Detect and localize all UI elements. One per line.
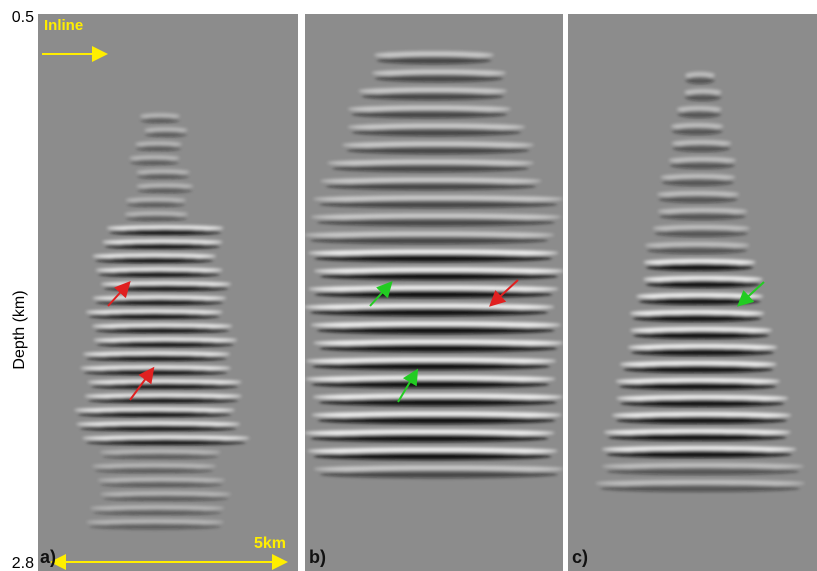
reflector	[88, 396, 238, 404]
reflector	[670, 161, 735, 169]
reflector	[80, 424, 237, 432]
reflector	[623, 365, 773, 373]
reflector	[89, 312, 220, 320]
reflector	[102, 452, 218, 460]
reflector	[633, 314, 762, 322]
reflector	[639, 297, 761, 305]
arrow	[489, 279, 519, 307]
reflector	[600, 484, 800, 492]
panel-label: a)	[40, 547, 56, 567]
reflector	[317, 218, 555, 226]
reflector	[662, 178, 734, 186]
reflector	[352, 128, 521, 136]
reflector	[141, 116, 179, 124]
reflector	[362, 92, 504, 100]
arrow	[397, 368, 419, 403]
reflector	[89, 522, 221, 530]
reflector	[84, 368, 228, 376]
scale-label: 5km	[254, 535, 286, 552]
reflector	[86, 354, 227, 362]
reflector	[647, 246, 747, 254]
reflector	[103, 494, 228, 502]
arrow	[129, 366, 155, 401]
reflector	[319, 344, 558, 352]
depth-bottom: 2.8	[12, 555, 34, 571]
reflector	[137, 172, 189, 180]
arrow	[369, 281, 393, 307]
reflector	[351, 110, 507, 118]
reflector	[646, 263, 753, 271]
panel-label: c)	[572, 547, 588, 567]
reflector	[311, 380, 550, 388]
reflector	[317, 416, 556, 424]
panel-a	[38, 14, 298, 571]
reflector	[313, 452, 552, 460]
reflector	[78, 410, 231, 418]
reflector	[145, 130, 187, 138]
inline-label: Inline	[44, 17, 83, 34]
reflector	[319, 398, 557, 406]
arrow	[107, 281, 131, 307]
reflector	[672, 127, 723, 135]
reflector	[86, 438, 246, 446]
reflector	[659, 212, 746, 220]
reflector	[137, 186, 192, 194]
reflector	[130, 158, 179, 166]
reflector	[606, 467, 799, 475]
reflector	[98, 270, 220, 278]
reflector	[310, 308, 548, 316]
reflector	[606, 450, 792, 458]
reflector	[377, 56, 491, 64]
reflector	[319, 200, 558, 208]
reflector	[105, 242, 220, 250]
reflector	[654, 229, 748, 237]
reflector	[126, 214, 187, 222]
reflector	[608, 433, 787, 441]
reflector	[685, 76, 715, 84]
reflector	[659, 195, 738, 203]
reflector	[314, 254, 553, 262]
reflector	[96, 340, 234, 348]
panel-label: b)	[309, 547, 326, 567]
reflector	[346, 146, 530, 154]
arrow	[737, 281, 765, 307]
seismic-reflectors	[74, 51, 805, 530]
reflector	[127, 200, 185, 208]
reflector	[310, 434, 549, 442]
reflector	[685, 93, 721, 101]
reflector	[620, 399, 785, 407]
reflector	[104, 284, 228, 292]
reflector	[332, 164, 529, 172]
reflector	[93, 508, 221, 516]
reflector	[619, 382, 777, 390]
reflector	[314, 290, 553, 298]
reflector	[136, 144, 181, 152]
reflector	[633, 331, 769, 339]
reflector	[320, 272, 558, 280]
reflector	[326, 182, 536, 190]
reflector	[310, 236, 548, 244]
reflector	[631, 348, 774, 356]
reflector	[95, 466, 213, 474]
reflector	[673, 144, 730, 152]
reflector	[95, 256, 213, 264]
reflector	[375, 74, 503, 82]
reflector	[95, 326, 229, 334]
reflector	[677, 110, 721, 118]
reflector	[109, 228, 221, 236]
reflector	[100, 480, 222, 488]
reflector	[312, 362, 550, 370]
reflector	[95, 298, 223, 306]
reflector	[91, 382, 238, 390]
reflector	[646, 280, 760, 288]
reflector	[320, 470, 558, 478]
depth-top: 0.5	[12, 9, 34, 26]
depth-label: Depth (km)	[11, 290, 28, 369]
reflector	[616, 416, 787, 424]
reflector	[317, 326, 555, 334]
